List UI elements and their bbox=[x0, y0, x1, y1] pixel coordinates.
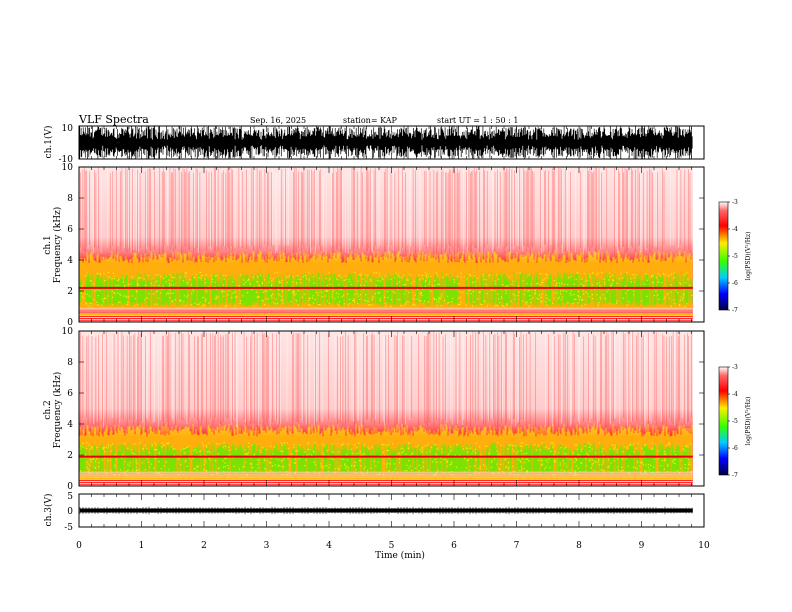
ch3-waveform-ticks bbox=[78, 494, 705, 527]
frequency-tick-label: 4 bbox=[67, 256, 73, 266]
ch2-colorbar-label: log(PSD)(V²/Hz) bbox=[745, 397, 752, 446]
ch1-colorbar-label: log(PSD)(V²/Hz) bbox=[745, 232, 752, 281]
ch2-spectrogram-ticks bbox=[78, 331, 705, 486]
time-tick-label: 3 bbox=[264, 541, 270, 551]
frequency-tick-label: 8 bbox=[67, 194, 73, 204]
ch2-spectrogram-image bbox=[78, 331, 693, 486]
ch1-ytick-bottom: -10 bbox=[59, 155, 74, 165]
time-tick-labels: 0 1 2 3 4 5 6 7 8 9 10 bbox=[76, 541, 710, 551]
ch1-waveform-ylabel: ch.1(V) bbox=[43, 126, 54, 159]
time-tick-label: 9 bbox=[639, 541, 645, 551]
colorbar-tick-label: -6 bbox=[732, 280, 738, 287]
colorbar-tick-label: -5 bbox=[732, 253, 738, 260]
spectrogram-red-streaks bbox=[80, 331, 692, 428]
spectrogram-red-streaks bbox=[80, 167, 691, 255]
figure-title: VLF Spectra bbox=[78, 113, 149, 126]
time-tick-label: 0 bbox=[76, 541, 82, 551]
spectrogram-speckle bbox=[80, 271, 694, 308]
ch1-colorbar bbox=[718, 201, 729, 311]
colorbar-tick-label: -7 bbox=[732, 472, 738, 479]
spectrogram-white-streaks bbox=[93, 331, 687, 428]
colorbar-tick-label: -3 bbox=[732, 199, 738, 206]
time-tick-label: 2 bbox=[201, 541, 207, 551]
frequency-tick-label: 4 bbox=[67, 420, 73, 430]
time-axis-label: Time (min) bbox=[375, 550, 425, 561]
header-start-time: start UT = 1 : 50 : 1 bbox=[437, 116, 518, 125]
ch1-spectrogram-ylabel-channel: ch.1 bbox=[43, 235, 53, 254]
colorbar-tick-label: -7 bbox=[732, 307, 738, 314]
ch2-spectrogram-ylabel-frequency: Frequency (kHz) bbox=[52, 372, 63, 449]
time-tick-label: 8 bbox=[576, 541, 582, 551]
frequency-tick-label: 10 bbox=[62, 163, 74, 173]
ch1-frequency-tick-labels: 0 2 4 6 8 10 bbox=[62, 163, 704, 328]
ch1-spectrogram-ylabel-frequency: Frequency (kHz) bbox=[52, 207, 63, 284]
ch3-ytick-middle: 0 bbox=[67, 507, 73, 517]
frequency-tick-label: 8 bbox=[67, 358, 73, 368]
colorbar-tick-label: -5 bbox=[732, 418, 738, 425]
ch3-waveform-panel: 5 0 -5 ch.3(V) bbox=[43, 492, 705, 533]
ch3-ytick-bottom: -5 bbox=[64, 523, 73, 533]
ch3-waveform-ylabel: ch.3(V) bbox=[43, 494, 54, 527]
ch3-waveform-line bbox=[79, 506, 693, 515]
colorbar-tick-label: -4 bbox=[732, 226, 738, 233]
ch2-colorbar-ticks: -3 -4 -5 -6 -7 bbox=[728, 364, 738, 479]
ch3-waveform-band bbox=[80, 508, 693, 513]
frequency-tick-label: 10 bbox=[62, 327, 74, 337]
frequency-tick-label: 6 bbox=[67, 225, 73, 235]
frequency-tick-label: 2 bbox=[67, 287, 73, 297]
ch2-spectrogram-ylabel-channel: ch.2 bbox=[43, 400, 53, 419]
ch1-spectrogram-image bbox=[78, 167, 694, 322]
ch3-ytick-top: 5 bbox=[67, 492, 73, 502]
time-tick-label: 5 bbox=[389, 541, 395, 551]
time-tick-label: 1 bbox=[139, 541, 145, 551]
ch1-waveform-panel: 10 -10 ch.1(V) bbox=[43, 124, 705, 165]
frequency-tick-label: 2 bbox=[67, 451, 73, 461]
header-date: Sep. 16, 2025 bbox=[250, 116, 306, 125]
ch1-waveform-line bbox=[78, 126, 693, 159]
ch3-waveform-trace bbox=[79, 506, 693, 515]
ch1-colorbar-ticks: -3 -4 -5 -6 -7 bbox=[728, 199, 738, 314]
frequency-tick-label: 0 bbox=[67, 318, 73, 328]
header-station: station= KAP bbox=[343, 116, 398, 125]
ch1-spectrogram-ticks bbox=[78, 167, 705, 322]
frequency-tick-label: 6 bbox=[67, 389, 73, 399]
ch1-ytick-top: 10 bbox=[62, 124, 74, 134]
time-tick-label: 7 bbox=[514, 541, 520, 551]
ch1-waveform-ticks bbox=[78, 126, 705, 159]
time-tick-label: 4 bbox=[326, 541, 332, 551]
time-tick-label: 6 bbox=[451, 541, 457, 551]
ch2-colorbar bbox=[718, 366, 729, 476]
spectrogram-white-streaks bbox=[87, 167, 679, 255]
ch1-waveform-trace bbox=[78, 126, 693, 159]
ch2-frequency-tick-labels: 0 2 4 6 8 10 bbox=[62, 327, 704, 492]
colorbar-tick-label: -4 bbox=[732, 391, 738, 398]
colorbar-tick-label: -6 bbox=[732, 445, 738, 452]
frequency-tick-label: 0 bbox=[67, 482, 73, 492]
colorbar-tick-label: -3 bbox=[732, 364, 738, 371]
time-tick-label: 10 bbox=[698, 541, 710, 551]
